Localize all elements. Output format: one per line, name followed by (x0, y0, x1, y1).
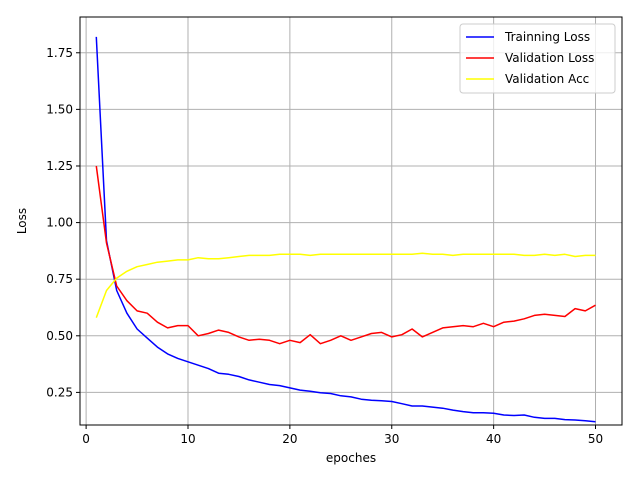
series-layer (95, 36, 596, 423)
y-tick-label: 1.75 (46, 46, 73, 60)
x-axis-label: epoches (326, 451, 376, 465)
tick-layer: 0 10 20 30 40 50 0.25 0.50 0.75 1.00 1.25 1.50 1.75 (46, 46, 603, 446)
y-axis-label: Loss (15, 208, 29, 234)
y-tick-label: 1.25 (46, 159, 73, 173)
legend-label-trainning-loss: Trainning Loss (504, 30, 590, 44)
legend: Trainning Loss Validation Loss Validation … (459, 23, 616, 94)
series-line-validation-loss (95, 165, 596, 345)
series-line-trainning-loss (95, 36, 596, 423)
y-tick-label: 0.75 (46, 272, 73, 286)
x-tick-label: 10 (180, 432, 195, 446)
x-tick-label: 40 (486, 432, 501, 446)
y-tick-label: 0.50 (46, 329, 73, 343)
x-tick-label: 0 (82, 432, 90, 446)
y-tick-label: 1.00 (46, 216, 73, 230)
y-tick-label: 1.50 (46, 102, 73, 116)
x-tick-label: 50 (588, 432, 603, 446)
x-tick-label: 20 (282, 432, 297, 446)
series-line-validation-acc (95, 252, 596, 318)
grid-layer (80, 17, 622, 425)
legend-label-validation-loss: Validation Loss (505, 51, 594, 65)
x-tick-label: 30 (384, 432, 399, 446)
legend-frame (459, 23, 616, 94)
plot-frame (79, 16, 623, 426)
y-tick-label: 0.25 (46, 385, 73, 399)
legend-label-validation-acc: Validation Acc (505, 72, 589, 86)
